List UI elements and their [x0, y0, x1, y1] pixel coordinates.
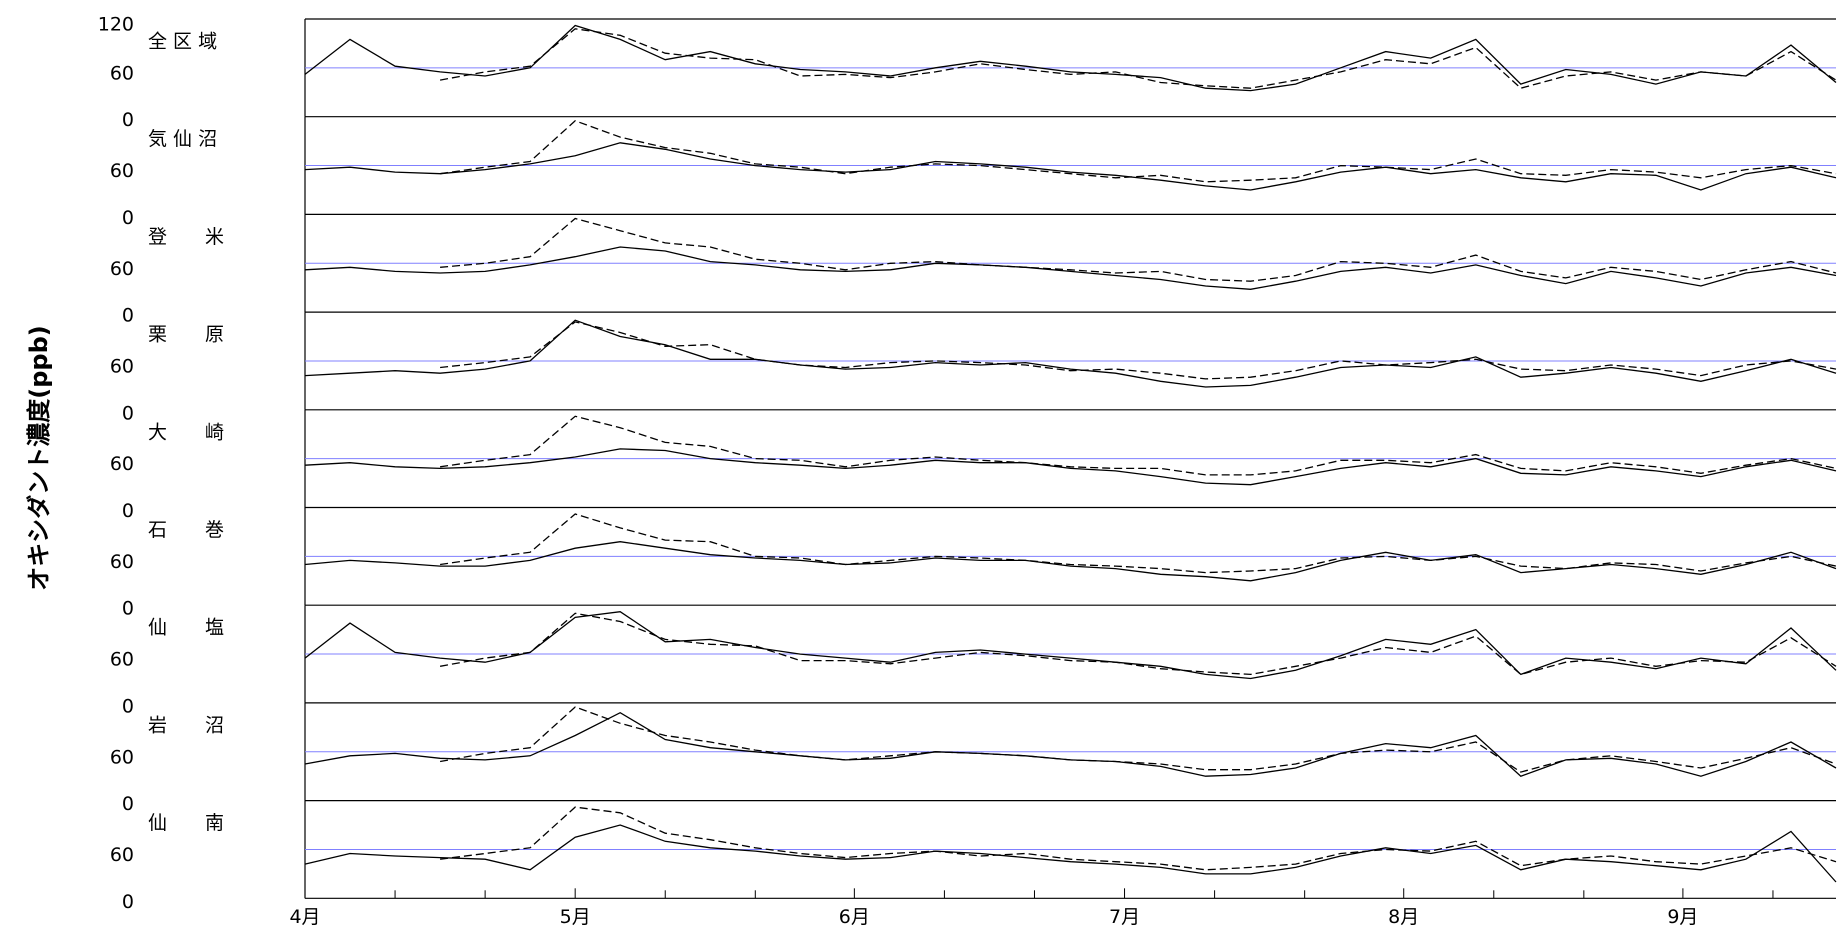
y-tick-label: 0 [122, 891, 134, 913]
y-tick-label: 0 [122, 695, 134, 717]
series-line [439, 612, 1837, 676]
y-axis-title: オキシダント濃度(ppb) [25, 325, 53, 590]
panel-label: 全 区 域 [148, 31, 217, 53]
panel-label: 仙 南 [148, 812, 224, 834]
y-tick-label: 60 [110, 551, 134, 573]
x-tick-label: 7月 [1109, 906, 1140, 928]
panel-label: 栗 原 [148, 324, 224, 346]
series-line [304, 824, 1837, 883]
series-line [304, 142, 1837, 191]
y-tick-label: 0 [122, 500, 134, 522]
y-tick-label: 0 [122, 305, 134, 327]
y-tick-label: 60 [110, 844, 134, 866]
series-line [440, 217, 1837, 282]
x-tick-label: 6月 [839, 906, 870, 928]
x-tick-label: 9月 [1667, 906, 1698, 928]
series-line [440, 415, 1837, 476]
panel-label: 大 崎 [148, 421, 224, 443]
series-line [304, 541, 1837, 582]
y-tick-label: 60 [110, 258, 134, 280]
series-line [304, 246, 1837, 290]
panel-label: 気 仙 沼 [148, 128, 217, 150]
panel-label: 登 米 [148, 226, 224, 248]
y-tick-label: 60 [110, 160, 134, 182]
panel-label: 岩 沼 [148, 714, 224, 736]
x-tick-label: 4月 [289, 906, 320, 928]
series-line [304, 24, 1837, 92]
y-tick-label: 0 [122, 598, 134, 620]
series-line [439, 706, 1837, 773]
series-line [304, 319, 1837, 388]
y-tick-label: 60 [110, 649, 134, 671]
x-tick-label: 8月 [1388, 906, 1419, 928]
series-line [440, 321, 1837, 380]
y-tick-label: 0 [122, 109, 134, 131]
series-line [304, 611, 1837, 680]
x-tick-label: 5月 [560, 906, 591, 928]
series-line [304, 448, 1837, 486]
y-tick-label: 60 [110, 453, 134, 475]
y-tick-label: 0 [122, 793, 134, 815]
y-tick-label: 0 [122, 207, 134, 229]
y-tick-label: 120 [98, 14, 134, 36]
y-tick-label: 60 [110, 62, 134, 84]
series-line [440, 120, 1837, 183]
panel-label: 石 巻 [148, 519, 224, 541]
y-tick-label: 0 [122, 402, 134, 424]
series-line [439, 28, 1837, 89]
y-tick-label: 60 [110, 355, 134, 377]
series-line [440, 806, 1837, 871]
y-tick-label: 60 [110, 746, 134, 768]
series-line [440, 513, 1837, 574]
panel-label: 仙 塩 [148, 617, 224, 639]
